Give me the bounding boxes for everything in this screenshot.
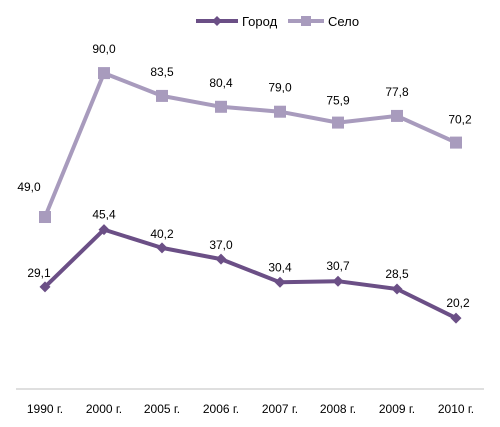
data-label: 29,1 bbox=[27, 266, 51, 280]
data-label: 77,8 bbox=[385, 85, 409, 99]
series-1-point-4 bbox=[215, 253, 227, 265]
legend-marker-diamond bbox=[212, 16, 222, 26]
series-layer bbox=[39, 67, 462, 324]
series-line-2 bbox=[43, 71, 457, 218]
x-tick-label: 2000 г. bbox=[86, 402, 122, 416]
data-labels: 29,1 45,4 40,2 37,0 30,4 30,7 28,5 20,2 49,0 90,0… bbox=[17, 42, 472, 310]
x-tick-label: 2005 г. bbox=[144, 402, 180, 416]
data-label: 20,2 bbox=[446, 296, 470, 310]
series-2-point-1 bbox=[39, 211, 51, 224]
data-label: 49,0 bbox=[17, 180, 41, 194]
series-1-point-2 bbox=[98, 224, 110, 236]
x-tick-label: 2006 г. bbox=[203, 402, 239, 416]
x-tick-label: 1990 г. bbox=[27, 402, 63, 416]
series-2-point-5 bbox=[274, 105, 286, 118]
legend-label-1: Город bbox=[242, 14, 278, 29]
series-1-point-3 bbox=[156, 242, 168, 254]
data-label: 37,0 bbox=[209, 238, 233, 252]
data-label: 79,0 bbox=[268, 81, 292, 95]
series-1-point-6 bbox=[332, 275, 344, 287]
x-tick-labels: 1990 г. 2000 г. 2005 г. 2006 г. 2007 г. 2008 … bbox=[27, 402, 474, 416]
x-tick-label: 2007 г. bbox=[262, 402, 298, 416]
data-label: 30,4 bbox=[268, 260, 292, 274]
legend: Город Село bbox=[196, 14, 359, 29]
data-label: 83,5 bbox=[150, 65, 174, 79]
data-label: 90,0 bbox=[92, 42, 116, 56]
legend-marker-square bbox=[301, 16, 311, 26]
x-tick-label: 2008 г. bbox=[320, 402, 356, 416]
data-label: 45,4 bbox=[92, 208, 116, 222]
data-label: 30,7 bbox=[326, 259, 350, 273]
series-line-1 bbox=[43, 227, 457, 320]
data-label: 28,5 bbox=[385, 267, 409, 281]
data-label: 80,4 bbox=[209, 76, 233, 90]
series-2-point-7 bbox=[391, 109, 403, 122]
series-2-point-2 bbox=[98, 67, 110, 80]
series-2-point-6 bbox=[332, 116, 344, 129]
series-1-point-5 bbox=[274, 276, 286, 288]
data-label: 70,2 bbox=[448, 113, 472, 127]
x-tick-label: 2009 г. bbox=[379, 402, 415, 416]
data-label: 40,2 bbox=[150, 227, 174, 241]
x-tick-label: 2010 г. bbox=[438, 402, 474, 416]
series-2-point-4 bbox=[215, 100, 227, 113]
series-1-point-7 bbox=[391, 283, 403, 295]
series-1-point-1 bbox=[39, 281, 51, 293]
data-label: 75,9 bbox=[326, 94, 350, 108]
legend-label-2: Село bbox=[328, 14, 359, 29]
series-1-point-8 bbox=[450, 312, 462, 324]
series-2-point-3 bbox=[156, 89, 168, 102]
series-2-point-8 bbox=[450, 136, 462, 149]
